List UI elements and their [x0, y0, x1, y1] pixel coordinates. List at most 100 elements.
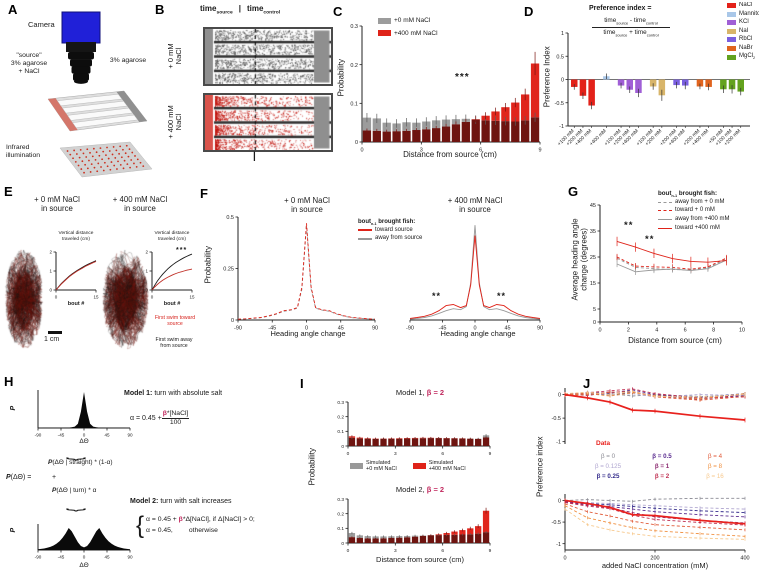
- d-legend-item: MgCl2: [727, 53, 759, 61]
- svg-text:-1: -1: [556, 542, 561, 548]
- svg-text:1: 1: [49, 269, 52, 274]
- i-legend-label-0mM: Simulated +0 mM NaCl: [366, 460, 397, 473]
- svg-text:-45: -45: [58, 555, 65, 560]
- svg-text:200: 200: [650, 556, 659, 562]
- panel-h-label: H: [4, 374, 14, 389]
- svg-text:0: 0: [593, 320, 596, 326]
- svg-text:0.3: 0.3: [337, 497, 344, 503]
- e-significance: ***: [176, 247, 188, 254]
- i-legend-label-400mM: Simulated +400 mM NaCl: [428, 460, 466, 473]
- svg-text:0: 0: [341, 444, 344, 450]
- legend-label: MgCl2: [739, 53, 756, 61]
- svg-text:3: 3: [394, 548, 397, 554]
- d-formula-intro: Preference index =: [589, 5, 652, 12]
- f-title-400mM: + 400 mM NaCl in source: [430, 196, 520, 214]
- f-legend-toward: toward source: [358, 227, 422, 234]
- g-legend-items: away from + 0 mM toward + 0 mM away from +…: [658, 199, 730, 232]
- j-xlabel: added NaCl concentration (mM): [601, 561, 709, 570]
- i-legend-swatch-gray: [350, 463, 363, 470]
- svg-text:0: 0: [598, 328, 601, 334]
- svg-text:6: 6: [684, 328, 687, 334]
- i-title-model2: Model 2, β = 2: [395, 485, 445, 494]
- j-legend-item: β = 16: [706, 472, 724, 480]
- f-title-0mM-line1: + 0 mM NaCl: [284, 196, 330, 205]
- g-line-chart: 0 5 15 25 35 45 0 2 4 6 8 10: [590, 203, 745, 334]
- f-legend: boutn-1 brought fish: toward source away…: [358, 219, 422, 244]
- svg-text:45: 45: [104, 555, 110, 560]
- svg-text:3: 3: [420, 148, 423, 154]
- svg-text:0: 0: [561, 78, 564, 84]
- b-row-400mM-line2: NaCl: [174, 113, 184, 131]
- e-inset-title-left: Vertical distance traveled (cm): [46, 231, 106, 242]
- svg-text:10: 10: [739, 328, 745, 334]
- panel-j-label: J: [583, 376, 591, 391]
- svg-text:2: 2: [627, 328, 630, 334]
- svg-text:45: 45: [504, 326, 510, 332]
- h-model2-brace: {: [136, 512, 145, 539]
- j-legend-item: β = 0: [600, 453, 616, 460]
- svg-text:0.5: 0.5: [556, 54, 564, 60]
- h-model2-title: Model 2: turn with salt increases: [130, 498, 232, 505]
- svg-text:4: 4: [655, 328, 658, 334]
- svg-text:0.1: 0.1: [350, 101, 358, 107]
- svg-text:0.5: 0.5: [226, 215, 234, 221]
- setup-illustration: [47, 11, 153, 178]
- c-legend-item-400mM: +400 mM NaCl: [378, 30, 438, 38]
- e-title-0mM-line1: + 0 mM NaCl: [34, 195, 80, 204]
- h-histogram-straight: -90 -45 0 45 90: [35, 390, 133, 438]
- svg-text:400: 400: [740, 556, 749, 562]
- svg-text:9: 9: [489, 548, 492, 554]
- legend-swatch: [727, 54, 736, 60]
- svg-text:0: 0: [563, 556, 566, 562]
- h-brace-bottom: ⏟: [65, 496, 87, 511]
- e-legend-toward: First swim toward source: [146, 315, 204, 327]
- b-row-0mM-line2: NaCl: [174, 47, 184, 65]
- svg-text:0: 0: [473, 326, 476, 332]
- c-legend-swatch-red: [378, 30, 391, 37]
- f-xlabel-right: Heading angle change: [440, 329, 516, 338]
- b-scatter-0mM: [205, 29, 331, 84]
- legend-label: away from + 0 mM: [675, 198, 725, 205]
- svg-text:15: 15: [93, 295, 99, 300]
- d-legend-item: NaI: [727, 28, 759, 35]
- svg-text:0: 0: [83, 555, 86, 560]
- f-legend-toward-label: toward source: [375, 226, 413, 233]
- svg-text:1: 1: [145, 269, 148, 274]
- e-inset-xlabel-right: bout #: [163, 301, 181, 307]
- e-trajectories-400mM: [98, 244, 153, 354]
- legend-line-swatch: [658, 210, 672, 212]
- j-legend-item: β = 1: [654, 462, 670, 470]
- d-legend-item: Mannitol: [727, 11, 759, 18]
- g-significance-2: **: [645, 234, 655, 245]
- h-model1-equation: α = 0.45 + β*[NaCl] 100: [130, 410, 190, 427]
- svg-text:0: 0: [231, 318, 234, 324]
- legend-swatch: [727, 3, 736, 9]
- h-brace-top: ⏟: [65, 445, 87, 460]
- b-row-0mM-label: + 0 mM NaCl: [166, 26, 193, 86]
- legend-line-swatch: [658, 227, 672, 229]
- e-legend-away-line1: First swim away: [155, 337, 193, 343]
- g-xlabel: Distance from source (cm): [628, 336, 722, 345]
- svg-text:90: 90: [537, 326, 543, 332]
- svg-text:-0.5: -0.5: [555, 101, 564, 107]
- j-legend-col3: β = 4 β = 8 β = 16: [690, 452, 740, 482]
- svg-text:15: 15: [189, 295, 195, 300]
- d-legend-item: NaBr: [727, 45, 759, 52]
- svg-text:0.2: 0.2: [337, 511, 344, 517]
- legend-label: KCl: [739, 19, 749, 26]
- e-inset-chart-400mM: 0 1 2 0 15: [145, 250, 195, 300]
- legend-label: toward + 0 mM: [675, 207, 715, 214]
- source-label-line2: 3% agarose: [10, 60, 48, 68]
- i-legend-item-0mM: Simulated +0 mM NaCl: [350, 460, 397, 473]
- e-title-400mM-line1: + 400 mM NaCl: [112, 195, 168, 204]
- svg-text:45: 45: [338, 326, 344, 332]
- d-formula-denominator: timesource + timecontrol: [603, 29, 659, 38]
- svg-text:-90: -90: [35, 555, 42, 560]
- svg-text:0: 0: [145, 288, 148, 293]
- svg-text:-90: -90: [406, 326, 414, 332]
- svg-text:45: 45: [104, 433, 110, 438]
- svg-text:0: 0: [347, 451, 350, 456]
- e-inset-xlabel-left: bout #: [67, 301, 85, 307]
- legend-swatch: [727, 45, 736, 51]
- d-formula-numerator: timesource - timecontrol: [592, 17, 670, 28]
